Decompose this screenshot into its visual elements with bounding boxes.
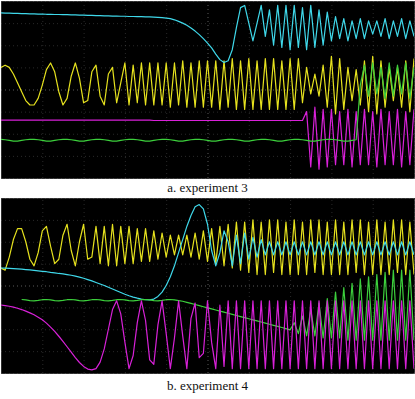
traces <box>1 5 414 169</box>
x-axis <box>2 198 415 374</box>
grid-line <box>290 1 291 178</box>
axis-line <box>2 199 415 374</box>
grid-line <box>1 67 414 68</box>
figure: a. experiment 3 b. experiment 4 <box>0 0 415 399</box>
grid-line <box>1 45 414 46</box>
x-tick <box>208 1 209 178</box>
y-tick <box>1 112 414 113</box>
trace <box>1 107 414 169</box>
x-tick <box>331 1 332 178</box>
x-axis <box>2 1 415 179</box>
trace <box>1 63 414 141</box>
y-tick <box>1 134 414 135</box>
y-tick <box>1 45 414 46</box>
panel <box>1 1 415 179</box>
y-axis <box>1 199 414 374</box>
x-tick <box>290 1 291 178</box>
y-tick <box>1 264 414 265</box>
caption: a. experiment 3 <box>167 180 248 195</box>
traces <box>1 205 414 370</box>
y-tick <box>1 1 414 2</box>
grid-line <box>1 112 414 113</box>
x-tick <box>414 198 415 373</box>
grid-line <box>1 178 414 179</box>
plot-background <box>1 198 414 373</box>
grid-line <box>166 1 167 178</box>
grid-line <box>208 1 209 178</box>
y-tick <box>1 329 414 330</box>
grid-line <box>414 198 415 373</box>
y-tick <box>1 90 414 91</box>
grid-line <box>42 198 43 373</box>
y-tick <box>1 198 414 199</box>
trace <box>1 301 414 370</box>
y-axis <box>1 2 414 179</box>
grid-line <box>1 373 414 374</box>
trace <box>1 56 414 114</box>
y-tick <box>1 67 414 68</box>
grid-line <box>1 156 414 157</box>
trace <box>1 5 414 62</box>
grid-line <box>1 90 414 91</box>
axis-line <box>2 1 415 179</box>
grid-line <box>1 351 414 352</box>
x-tick <box>42 198 43 373</box>
grid-line <box>1 1 414 2</box>
x-tick <box>414 1 415 178</box>
y-tick <box>1 156 414 157</box>
x-tick <box>84 1 85 178</box>
y-tick <box>1 351 414 352</box>
y-tick <box>1 373 414 374</box>
x-tick <box>166 1 167 178</box>
y-tick <box>1 178 414 179</box>
axis-line <box>2 2 415 179</box>
grid-line <box>331 1 332 178</box>
grid-line <box>1 198 414 199</box>
panel <box>1 198 415 374</box>
grid-line <box>414 1 415 178</box>
grid-line <box>42 1 43 178</box>
plot-background <box>1 1 414 178</box>
grid-line <box>84 1 85 178</box>
grid-line <box>1 329 414 330</box>
grid-line <box>1 264 414 265</box>
x-tick <box>42 1 43 178</box>
axis-line <box>2 198 415 374</box>
grid-line <box>1 134 414 135</box>
caption: b. experiment 4 <box>167 378 249 393</box>
